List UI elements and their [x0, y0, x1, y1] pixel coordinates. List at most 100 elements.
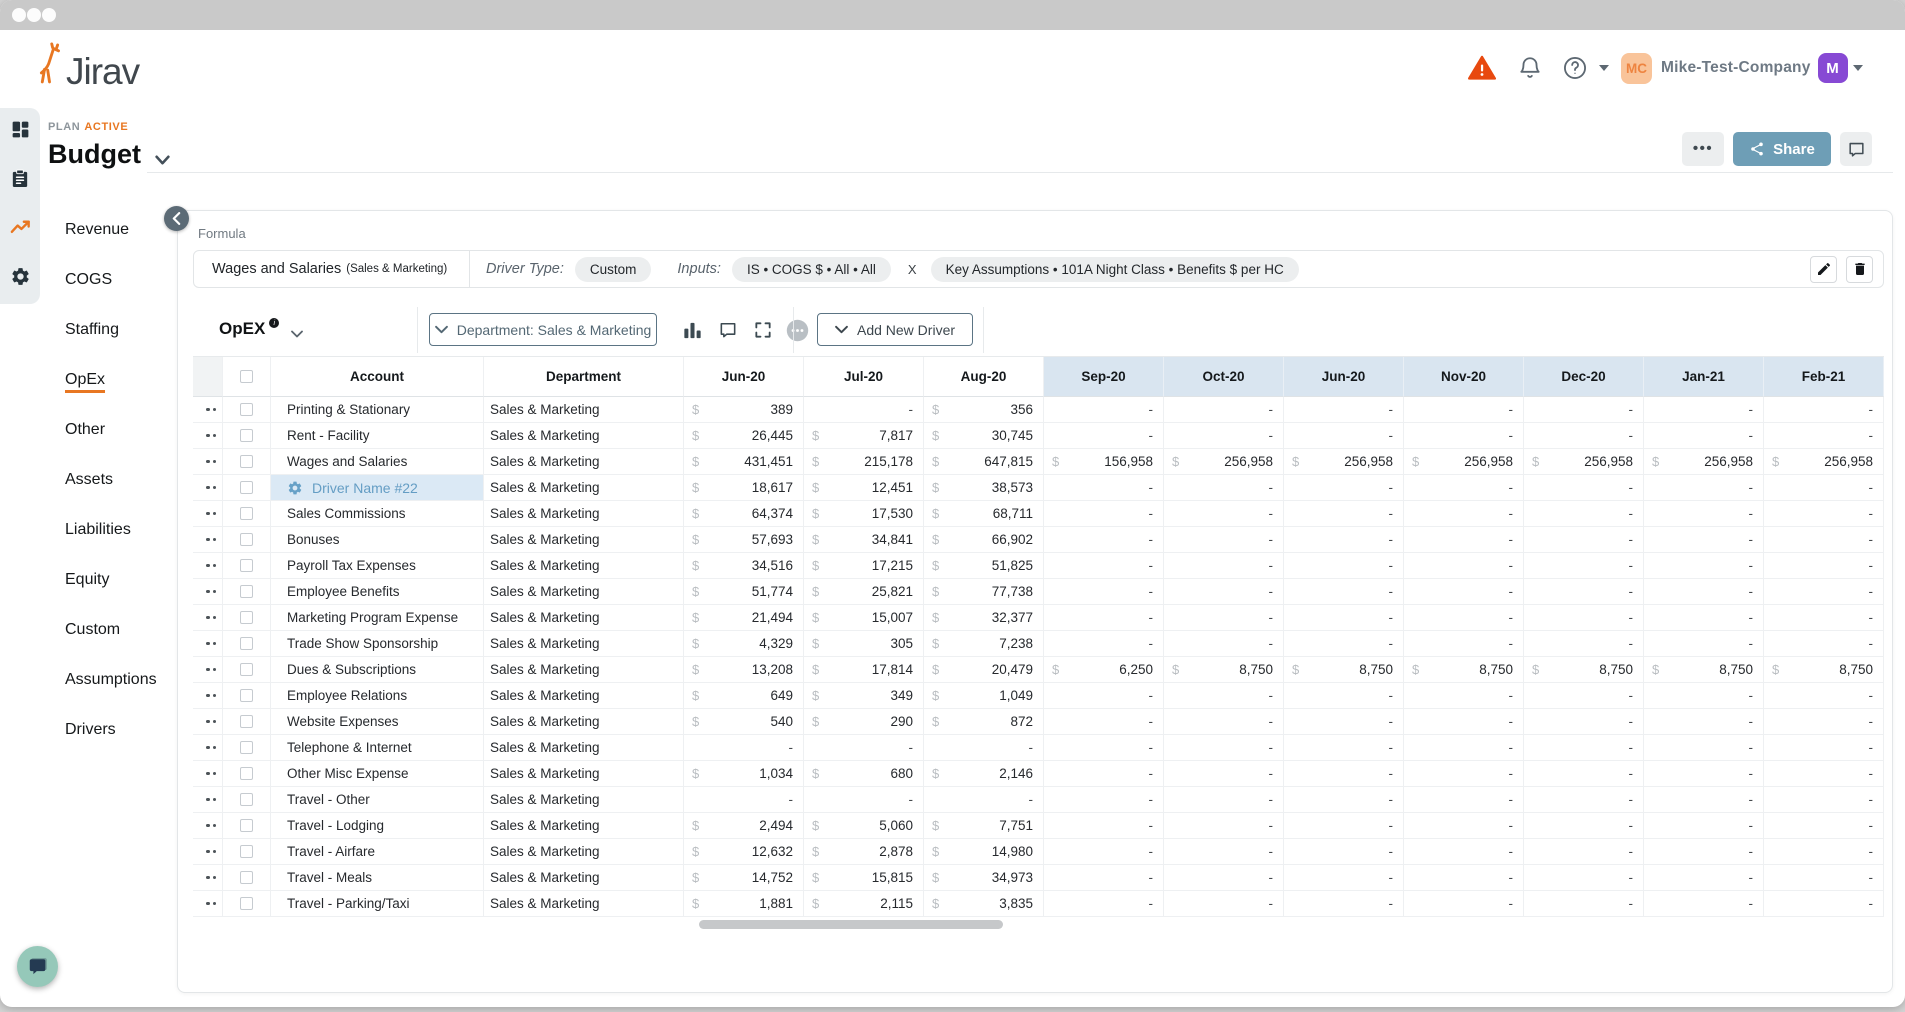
cell-value[interactable]: - [1284, 891, 1404, 917]
cell-account[interactable]: Employee Benefits [271, 579, 484, 605]
cell-value[interactable]: - [1404, 553, 1524, 579]
cell-value[interactable]: - [1764, 501, 1884, 527]
cell-account[interactable]: Bonuses [271, 527, 484, 553]
cell-value[interactable]: - [1764, 605, 1884, 631]
cell-value[interactable]: $256,958 [1524, 449, 1644, 475]
window-control-dot[interactable] [12, 8, 26, 22]
cell-account[interactable]: Wages and Salaries [271, 449, 484, 475]
edit-formula-button[interactable] [1810, 256, 1837, 283]
row-checkbox[interactable] [240, 897, 253, 910]
cell-value[interactable]: - [1284, 631, 1404, 657]
cell-value[interactable]: - [1644, 683, 1764, 709]
drag-handle[interactable] [193, 865, 223, 891]
cell-value[interactable]: - [1404, 475, 1524, 501]
sidebar-item-custom[interactable]: Custom [65, 605, 175, 655]
cell-value[interactable]: $15,007 [804, 605, 924, 631]
cell-value[interactable]: - [1164, 761, 1284, 787]
row-checkbox[interactable] [240, 507, 253, 520]
warning-icon[interactable] [1468, 54, 1496, 82]
row-checkbox[interactable] [240, 845, 253, 858]
cell-value[interactable]: - [1764, 579, 1884, 605]
cell-value[interactable]: - [804, 735, 924, 761]
cell-value[interactable]: - [1284, 683, 1404, 709]
cell-value[interactable]: $17,814 [804, 657, 924, 683]
cell-value[interactable]: $5,060 [804, 813, 924, 839]
cell-value[interactable]: $32,377 [924, 605, 1044, 631]
cell-value[interactable]: - [1524, 813, 1644, 839]
drag-handle[interactable] [193, 449, 223, 475]
cell-value[interactable]: $57,693 [684, 527, 804, 553]
cell-value[interactable]: $30,745 [924, 423, 1044, 449]
cell-value[interactable]: $8,750 [1644, 657, 1764, 683]
cell-value[interactable]: $356 [924, 397, 1044, 423]
add-new-driver-button[interactable]: Add New Driver [817, 313, 973, 346]
cell-account[interactable]: Travel - Meals [271, 865, 484, 891]
cell-account[interactable]: Dues & Subscriptions [271, 657, 484, 683]
cell-value[interactable]: - [1164, 501, 1284, 527]
cell-value[interactable]: $25,821 [804, 579, 924, 605]
notifications-bell-icon[interactable] [1517, 55, 1543, 81]
cell-value[interactable]: $77,738 [924, 579, 1044, 605]
cell-value[interactable]: - [1524, 605, 1644, 631]
drag-handle[interactable] [193, 761, 223, 787]
cell-value[interactable]: $156,958 [1044, 449, 1164, 475]
cell-account[interactable]: Travel - Parking/Taxi [271, 891, 484, 917]
cell-value[interactable]: - [1404, 839, 1524, 865]
cell-value[interactable]: - [1404, 423, 1524, 449]
drag-handle[interactable] [193, 891, 223, 917]
cell-value[interactable]: $2,146 [924, 761, 1044, 787]
cell-value[interactable]: - [1524, 397, 1644, 423]
select-all-checkbox[interactable] [240, 370, 253, 383]
user-menu-caret-icon[interactable] [1853, 65, 1863, 71]
drag-handle[interactable] [193, 501, 223, 527]
cell-value[interactable]: $256,958 [1284, 449, 1404, 475]
cell-value[interactable]: $17,215 [804, 553, 924, 579]
cell-value[interactable]: - [1404, 397, 1524, 423]
cell-value[interactable]: $2,494 [684, 813, 804, 839]
cell-value[interactable]: - [1404, 605, 1524, 631]
cell-value[interactable]: $26,445 [684, 423, 804, 449]
cell-value[interactable]: - [1764, 709, 1884, 735]
collapse-panel-button[interactable] [164, 206, 189, 231]
cell-value[interactable]: - [1284, 839, 1404, 865]
cell-value[interactable]: - [1524, 475, 1644, 501]
cell-value[interactable]: - [1404, 527, 1524, 553]
cell-value[interactable]: $2,115 [804, 891, 924, 917]
horizontal-scrollbar-thumb[interactable] [699, 920, 1003, 929]
drag-handle[interactable] [193, 631, 223, 657]
cell-value[interactable]: $256,958 [1404, 449, 1524, 475]
comment-icon[interactable] [714, 317, 741, 343]
cell-value[interactable]: - [1524, 865, 1644, 891]
cell-value[interactable]: $256,958 [1164, 449, 1284, 475]
row-checkbox[interactable] [240, 715, 253, 728]
cell-value[interactable]: $12,451 [804, 475, 924, 501]
sidebar-item-cogs[interactable]: COGS [65, 255, 175, 305]
cell-value[interactable]: - [1764, 475, 1884, 501]
cell-value[interactable]: - [1644, 761, 1764, 787]
cell-value[interactable]: - [1044, 579, 1164, 605]
row-checkbox[interactable] [240, 455, 253, 468]
cell-value[interactable]: - [1164, 553, 1284, 579]
cell-account[interactable]: Travel - Airfare [271, 839, 484, 865]
drag-handle[interactable] [193, 475, 223, 501]
cell-value[interactable]: $34,841 [804, 527, 924, 553]
sidebar-item-drivers[interactable]: Drivers [65, 705, 175, 755]
cell-value[interactable]: - [1164, 631, 1284, 657]
cell-value[interactable]: - [1044, 423, 1164, 449]
cell-value[interactable]: $68,711 [924, 501, 1044, 527]
cell-account[interactable]: Sales Commissions [271, 501, 484, 527]
drag-handle[interactable] [193, 787, 223, 813]
cell-value[interactable]: - [1044, 527, 1164, 553]
cell-value[interactable]: $12,632 [684, 839, 804, 865]
cell-value[interactable]: $1,881 [684, 891, 804, 917]
row-checkbox[interactable] [240, 403, 253, 416]
cell-value[interactable]: - [1044, 631, 1164, 657]
cell-value[interactable]: - [1524, 683, 1644, 709]
cell-value[interactable]: $3,835 [924, 891, 1044, 917]
cell-value[interactable]: - [804, 787, 924, 813]
drag-handle[interactable] [193, 683, 223, 709]
cell-account[interactable]: Travel - Lodging [271, 813, 484, 839]
row-checkbox[interactable] [240, 819, 253, 832]
window-control-dot[interactable] [27, 8, 41, 22]
cell-value[interactable]: - [1284, 475, 1404, 501]
